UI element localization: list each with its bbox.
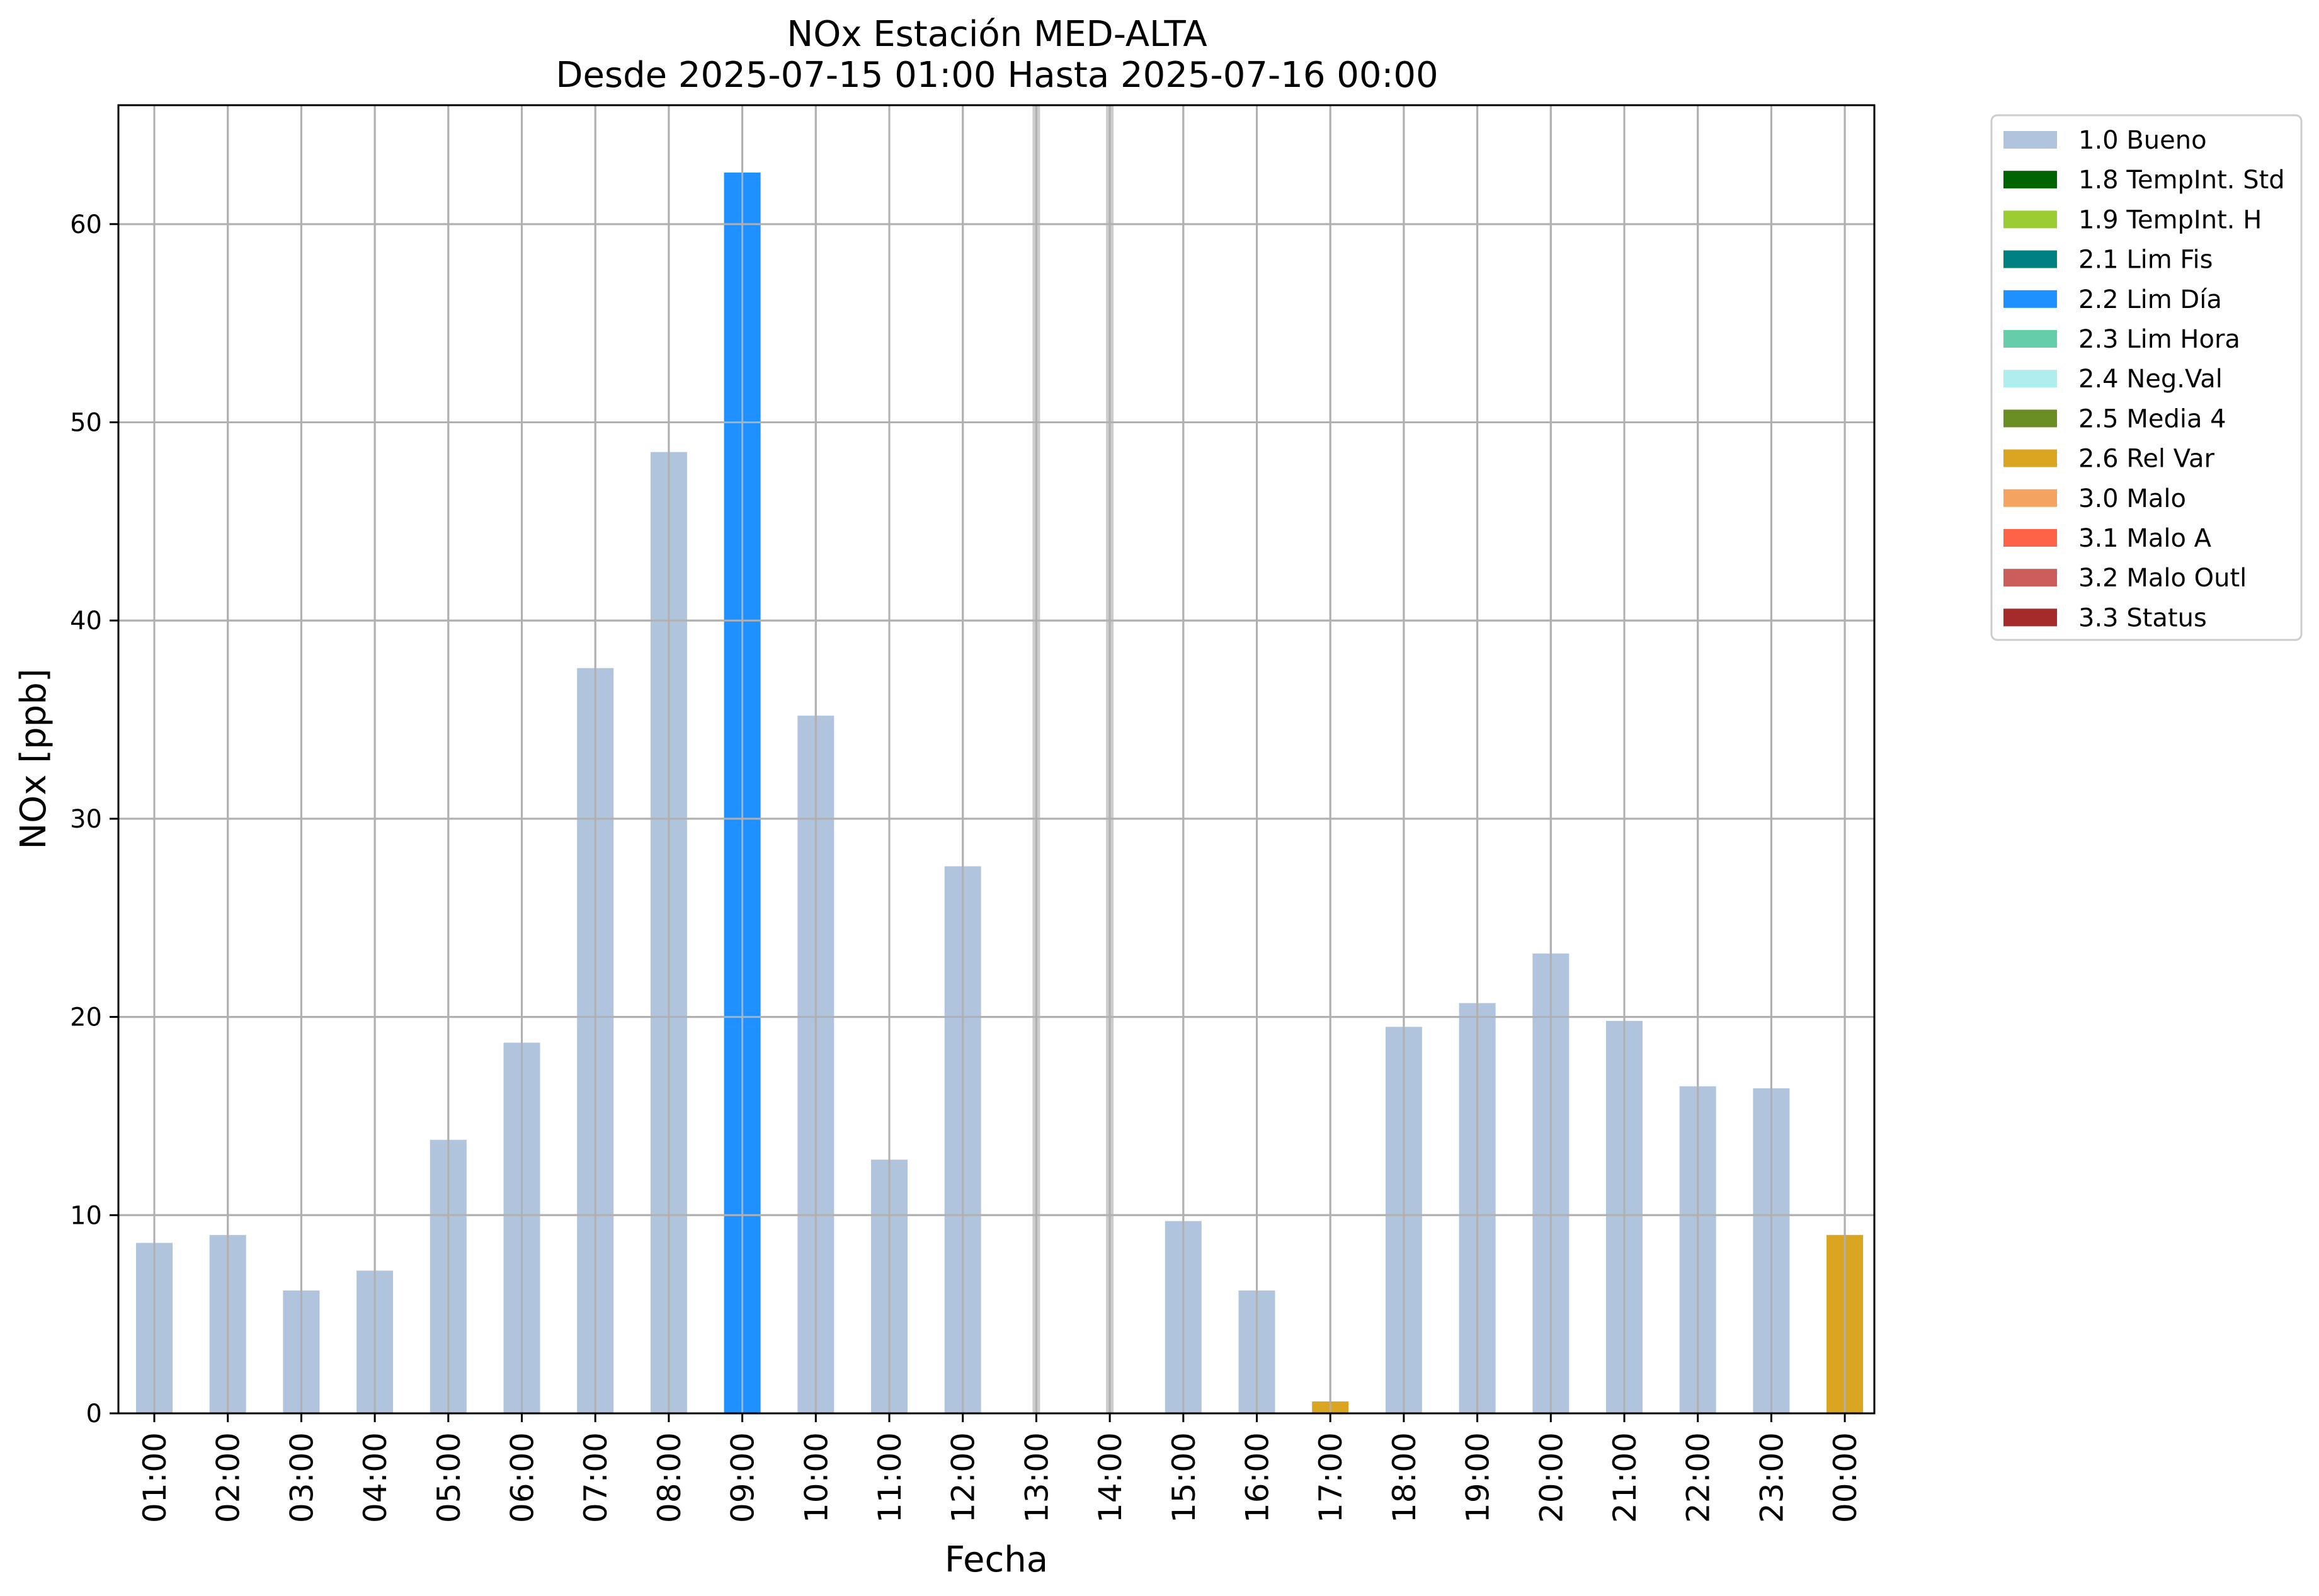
x-tick-label: 06:00 [504,1432,541,1523]
y-axis-label: NOx [ppb] [13,668,54,849]
chart-subtitle: Desde 2025-07-15 01:00 Hasta 2025-07-16 … [556,55,1438,96]
legend-entry-label: 1.0 Bueno [2078,126,2207,155]
x-tick-label: 21:00 [1607,1432,1643,1523]
legend: 1.0 Bueno 1.8 TempInt. Std 1.9 TempInt. H 2… [1990,114,2303,641]
x-tick-label: 03:00 [283,1432,320,1523]
x-tick-label: 09:00 [725,1432,761,1523]
legend-swatch [2003,569,2057,587]
y-tick-label: 20 [70,1003,102,1032]
legend-entry-label: 2.4 Neg.Val [2078,365,2223,394]
x-tick-label: 19:00 [1460,1432,1496,1523]
x-axis-label: Fecha [945,1539,1048,1580]
x-tick-label: 16:00 [1239,1432,1276,1523]
legend-swatch [2003,370,2057,388]
x-axis-ticks: 01:00 02:00 03:00 04:00 05:00 06:00 07:00 08:00… [137,1413,1864,1523]
legend-entry-label: 2.6 Rel Var [2078,445,2215,474]
y-tick-label: 40 [70,607,102,636]
legend-entry-label: 2.2 Lim Día [2078,285,2222,314]
chart-title: NOx Estación MED-ALTA [787,14,1207,55]
x-tick-label: 20:00 [1533,1432,1570,1523]
x-tick-label: 08:00 [651,1432,688,1523]
legend-swatch [2003,529,2057,547]
x-tick-label: 01:00 [137,1432,173,1523]
y-tick-label: 50 [70,409,102,438]
legend-entry-label: 3.3 Status [2078,603,2207,632]
legend-swatch [2003,409,2057,428]
y-tick-label: 60 [70,210,102,239]
x-tick-label: 00:00 [1827,1432,1864,1523]
y-tick-label: 0 [86,1399,102,1428]
legend-swatch [2003,250,2057,268]
legend-entry-label: 2.5 Media 4 [2078,404,2226,433]
x-tick-label: 17:00 [1313,1432,1349,1523]
legend-swatch [2003,489,2057,507]
x-tick-label: 05:00 [431,1432,467,1523]
legend-entry-label: 3.2 Malo Outl [2078,564,2247,593]
legend-swatch [2003,210,2057,229]
x-tick-label: 14:00 [1092,1432,1129,1523]
legend-swatch [2003,171,2057,189]
x-tick-label: 11:00 [872,1432,908,1523]
x-tick-label: 10:00 [798,1432,835,1523]
x-tick-label: 23:00 [1753,1432,1790,1523]
legend-swatch [2003,449,2057,467]
legend-swatch [2003,290,2057,308]
legend-entry-label: 1.9 TempInt. H [2078,205,2262,234]
x-tick-label: 15:00 [1166,1432,1202,1523]
x-tick-label: 18:00 [1386,1432,1423,1523]
x-tick-label: 13:00 [1018,1432,1055,1523]
legend-entry-label: 2.3 Lim Hora [2078,325,2240,354]
x-tick-label: 22:00 [1680,1432,1717,1523]
x-tick-label: 04:00 [357,1432,394,1523]
legend-entry-label: 3.1 Malo A [2078,524,2212,553]
x-tick-label: 12:00 [945,1432,982,1523]
y-axis-ticks: 0 10 20 30 40 50 60 [70,210,118,1428]
legend-swatch [2003,608,2057,627]
legend-frame [1990,114,2303,641]
bar-layer [118,105,1874,1414]
legend-entry-label: 1.8 TempInt. Std [2078,166,2285,195]
legend-swatch [2003,330,2057,348]
x-tick-label: 07:00 [578,1432,614,1523]
legend-entry-label: 3.0 Malo [2078,484,2186,513]
plot-frame [117,104,1876,1415]
legend-entry-label: 2.1 Lim Fis [2078,246,2213,275]
y-tick-label: 30 [70,805,102,834]
y-tick-label: 10 [70,1201,102,1230]
legend-items: 1.0 Bueno 1.8 TempInt. Std 1.9 TempInt. H 2… [2003,126,2285,632]
legend-swatch [2003,131,2057,149]
x-tick-label: 02:00 [210,1432,247,1523]
